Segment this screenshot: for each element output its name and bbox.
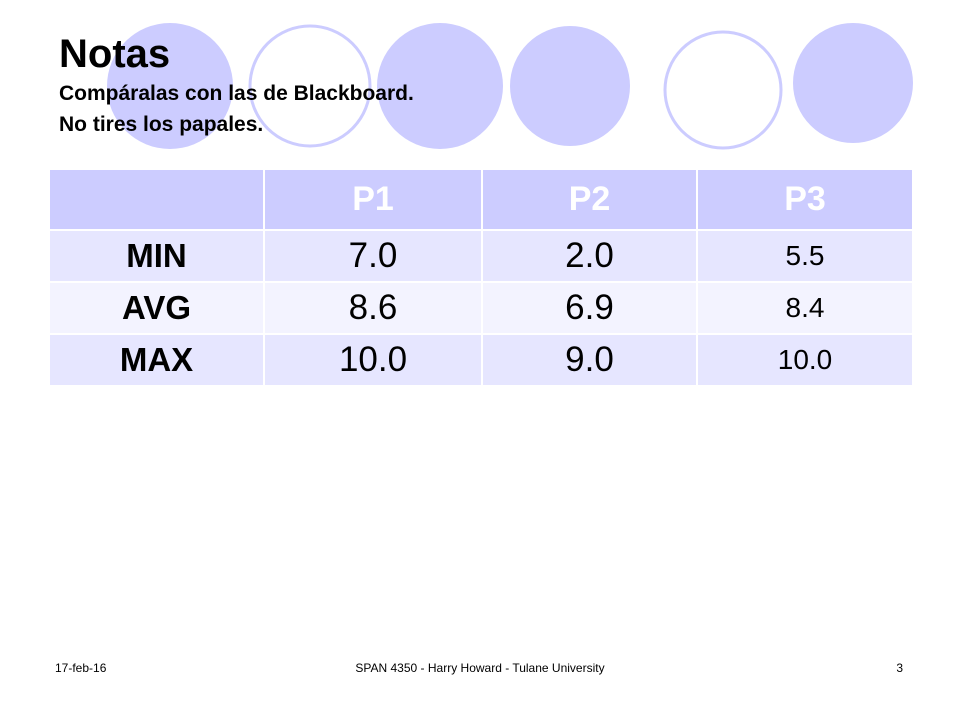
header-empty-cell <box>48 168 265 231</box>
avg-p3: 8.4 <box>696 281 914 335</box>
ring-circle-1 <box>248 24 372 148</box>
min-p1: 7.0 <box>263 229 483 283</box>
header-p3: P3 <box>696 168 914 231</box>
table-row-min: MIN 7.0 2.0 5.5 <box>48 229 914 283</box>
max-p1: 10.0 <box>263 333 483 387</box>
row-label-avg: AVG <box>48 281 265 335</box>
footer-course: SPAN 4350 - Harry Howard - Tulane Univer… <box>355 661 605 675</box>
subtitle-line-1: Compáralas con las de Blackboard. <box>59 82 414 105</box>
min-p3: 5.5 <box>696 229 914 283</box>
avg-p2: 6.9 <box>481 281 698 335</box>
row-label-min: MIN <box>48 229 265 283</box>
filled-circle-2 <box>377 23 503 149</box>
filled-circle-4 <box>793 23 913 143</box>
ring-circle-2 <box>663 30 783 150</box>
table-row-max: MAX 10.0 9.0 10.0 <box>48 333 914 387</box>
row-label-max: MAX <box>48 333 265 387</box>
table-row-avg: AVG 8.6 6.9 8.4 <box>48 281 914 335</box>
avg-p1: 8.6 <box>263 281 483 335</box>
footer-page-number: 3 <box>896 661 903 675</box>
max-p3: 10.0 <box>696 333 914 387</box>
filled-circle-3 <box>510 26 630 146</box>
table-header-row: P1 P2 P3 <box>48 168 914 231</box>
title-block: Notas Compáralas con las de Blackboard. … <box>59 30 619 140</box>
max-p2: 9.0 <box>481 333 698 387</box>
header-p2: P2 <box>481 168 698 231</box>
header-p1: P1 <box>263 168 483 231</box>
min-p2: 2.0 <box>481 229 698 283</box>
footer-date: 17-feb-16 <box>55 661 107 675</box>
grades-table: P1 P2 P3 MIN 7.0 2.0 5.5 AVG 8.6 6.9 8.4… <box>48 168 914 387</box>
subtitle-line-2: No tires los papales. <box>59 113 264 136</box>
slide-title: Notas <box>59 32 171 76</box>
filled-circle-1 <box>107 23 233 149</box>
